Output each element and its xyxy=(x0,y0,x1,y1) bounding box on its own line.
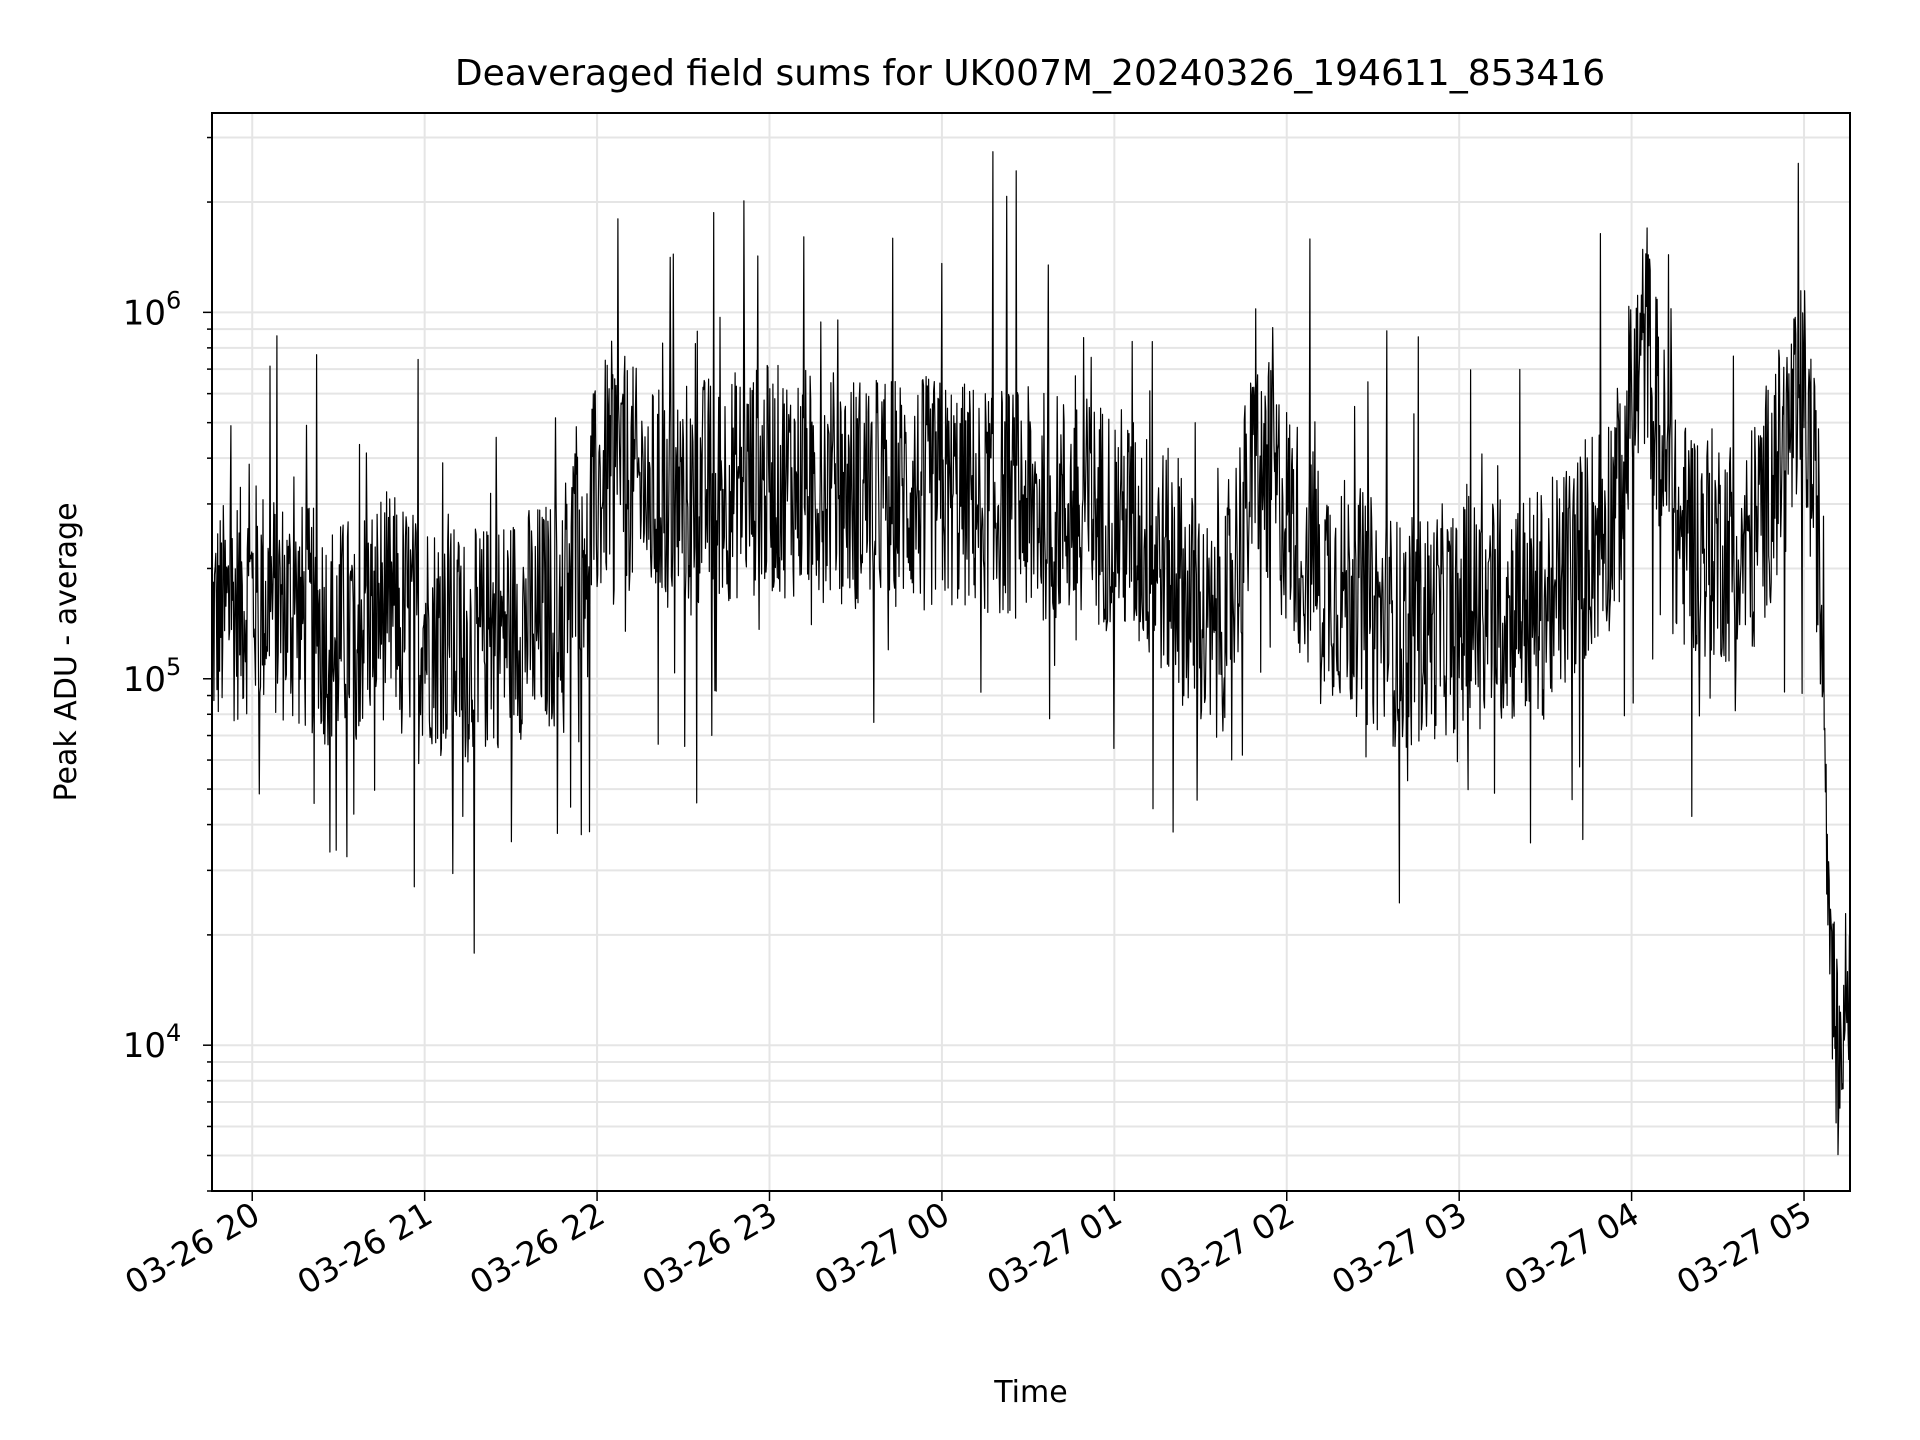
y-tick-label: 106 xyxy=(123,286,182,333)
grid xyxy=(212,113,1850,1192)
chart-title: Deaveraged field sums for UK007M_2024032… xyxy=(455,53,1605,94)
y-tick-label: 105 xyxy=(123,653,182,700)
y-axis-label: Peak ADU - average xyxy=(49,502,84,801)
plot-frame xyxy=(211,112,1851,1192)
y-tick-label: 104 xyxy=(123,1019,182,1066)
data-series xyxy=(211,151,1851,1156)
series-line xyxy=(211,151,1851,1156)
x-axis-label: Time xyxy=(993,1375,1067,1410)
